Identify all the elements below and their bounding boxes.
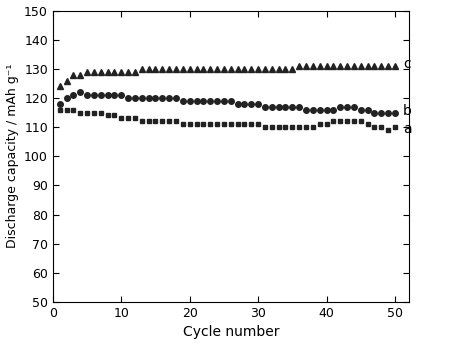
- Text: a: a: [403, 121, 412, 136]
- Y-axis label: Discharge capacity / mAh g⁻¹: Discharge capacity / mAh g⁻¹: [5, 64, 19, 248]
- X-axis label: Cycle number: Cycle number: [183, 325, 279, 339]
- Text: b: b: [403, 104, 412, 118]
- Text: c: c: [403, 58, 411, 71]
